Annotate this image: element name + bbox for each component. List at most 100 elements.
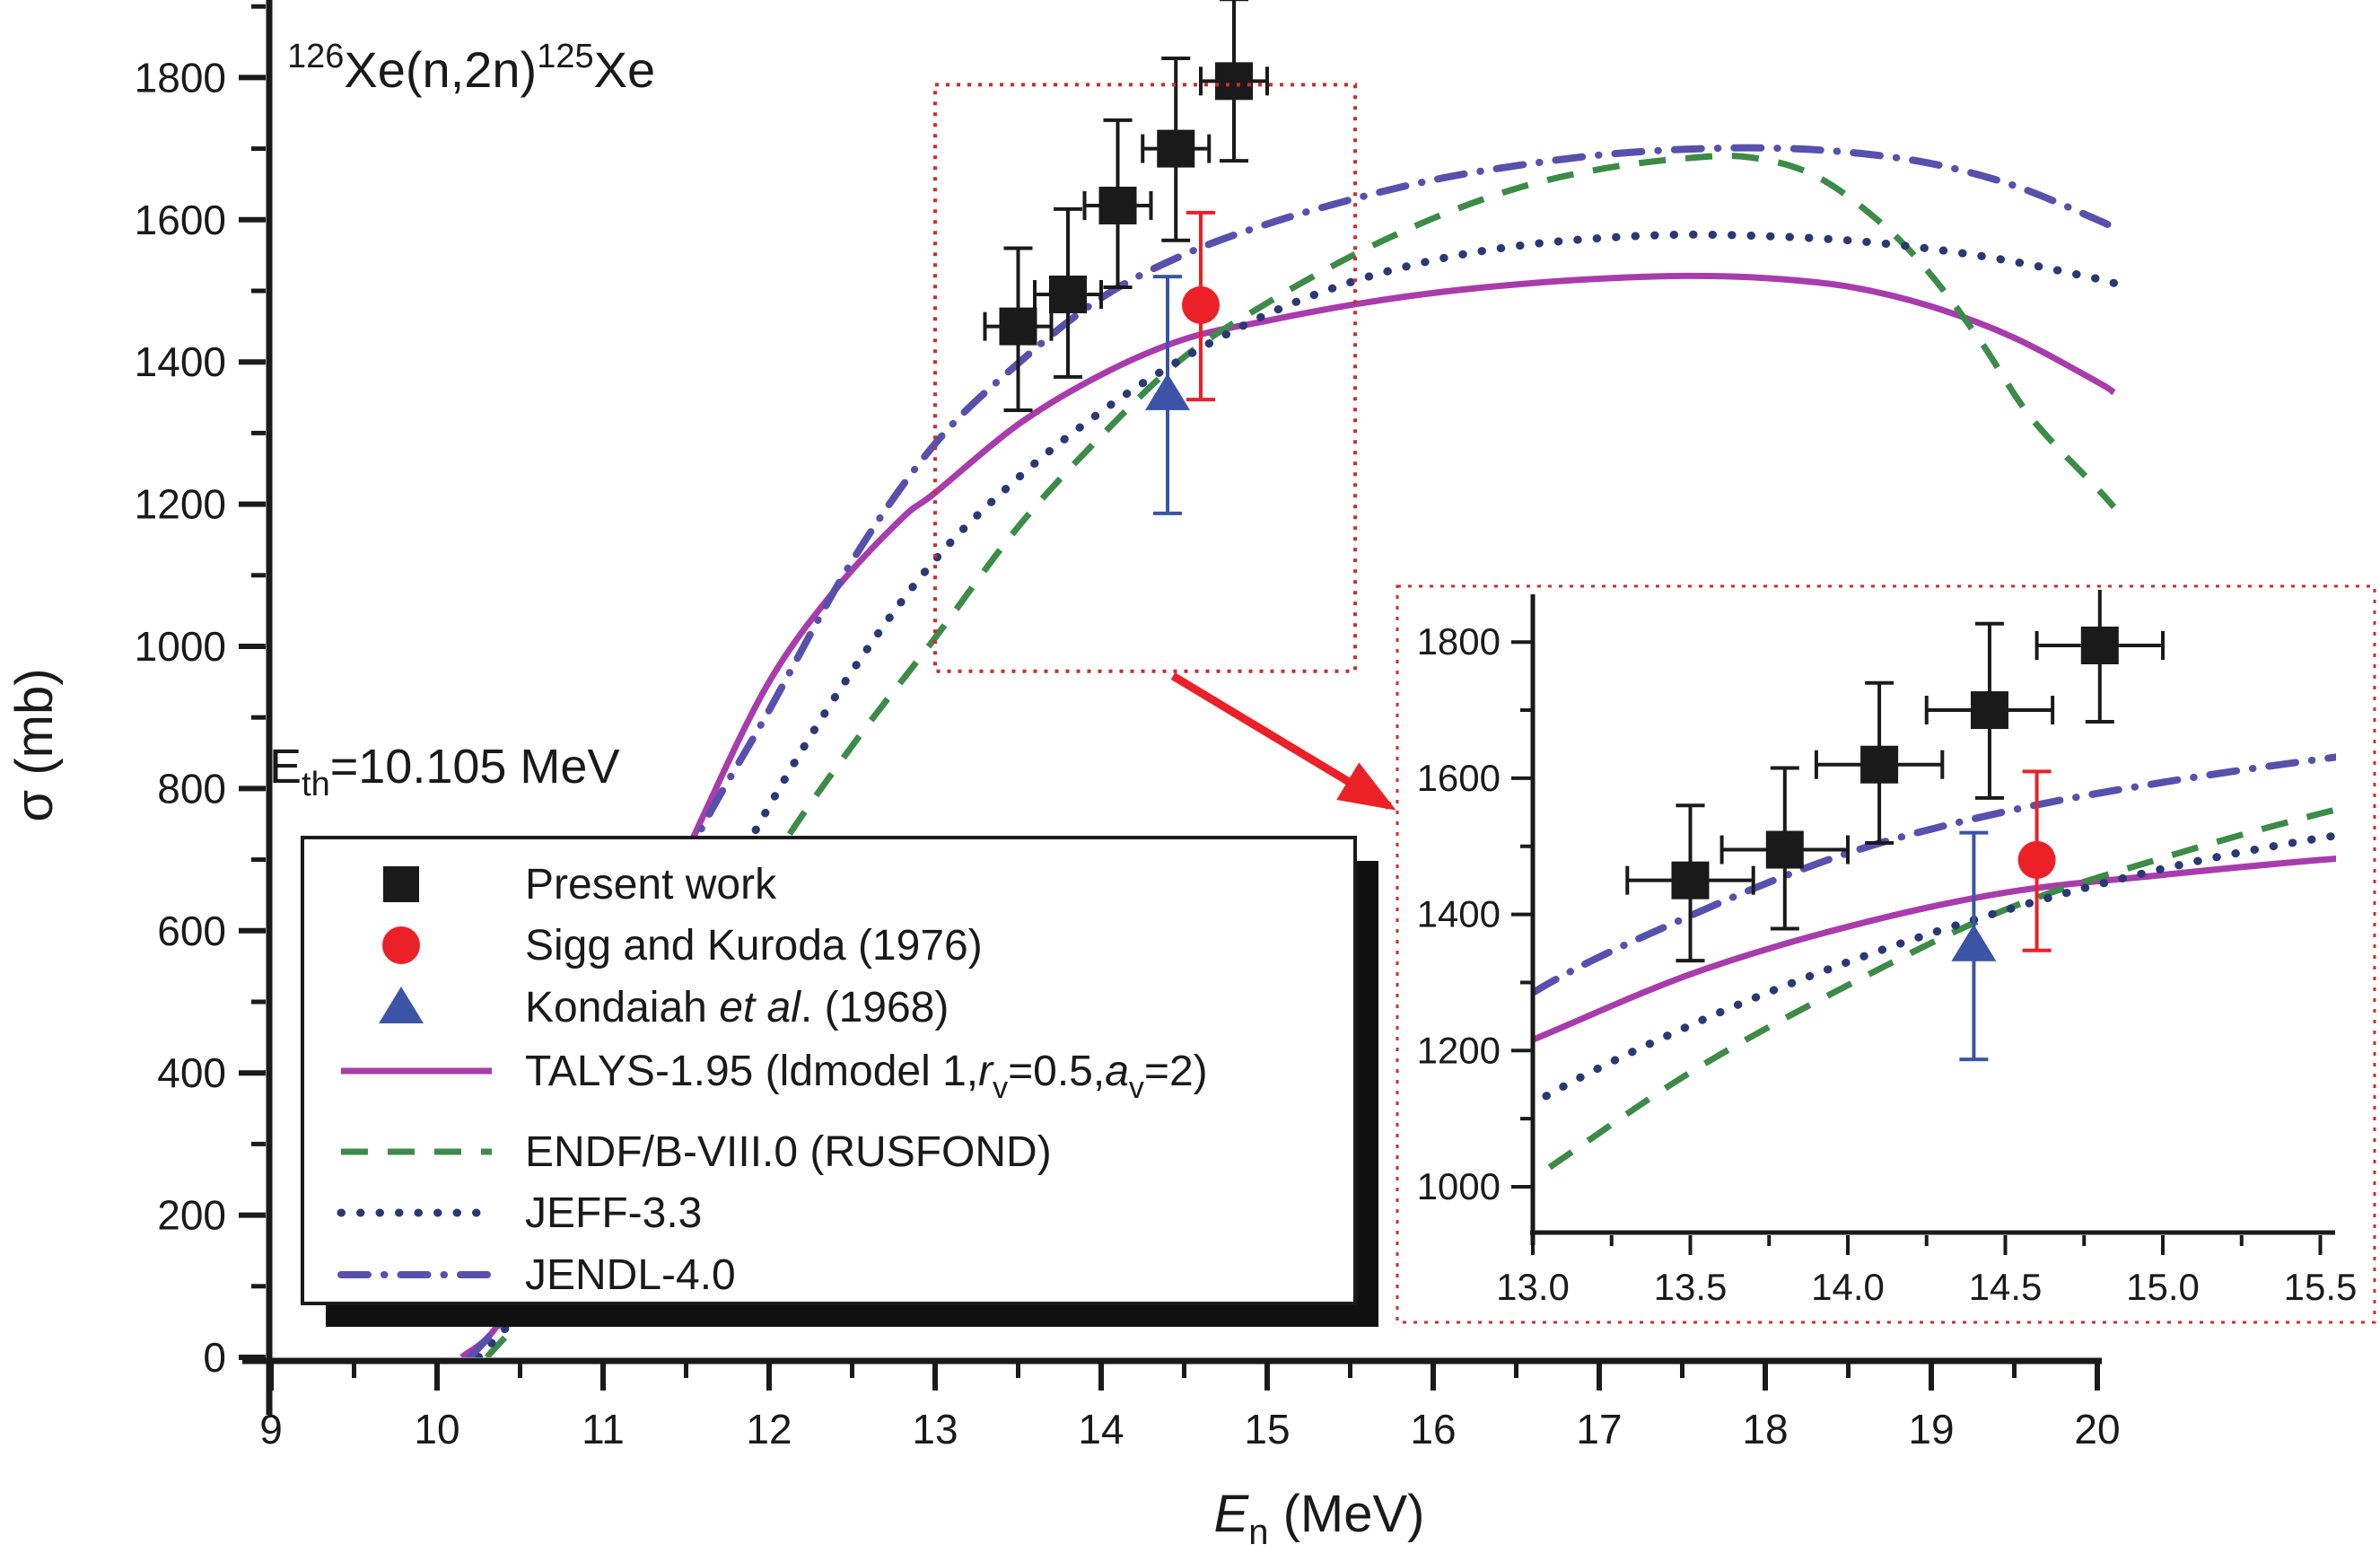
x-tick-label: 15 [1244,1406,1290,1452]
legend-label: Present work [525,861,777,908]
zoom-region-rectangle [933,83,1358,673]
zoom-annotation [933,83,1396,811]
curve-jeff-3.3 [1531,831,2336,1110]
inset-x-tick-label: 14.0 [1811,1266,1885,1308]
legend-label: TALYS-1.95 (ldmodel 1,rv=0.5,av=2) [525,1048,1208,1105]
legend-label-segment: Kondaiah [525,984,719,1031]
inset-x-tick-label: 13.0 [1496,1266,1570,1308]
inset-y-tick-labels: 1000 1200 1400 1600 1800 [1417,620,1501,1207]
data-point-square [1970,691,2008,730]
title-superscript-125: 125 [537,38,593,75]
legend-label-segment: v [993,1071,1008,1105]
legend-marker-circle [382,926,420,964]
x-tick-label: 12 [746,1406,792,1452]
main-scatter-layer [983,0,1269,515]
series-square [983,0,1269,413]
x-tick-label: 13 [912,1406,958,1452]
x-axis-title-units: (MeV) [1268,1485,1424,1543]
data-point-square [1098,186,1137,224]
x-tick-label: 20 [2074,1406,2120,1452]
inset-y-tick-label: 1000 [1417,1165,1501,1207]
inset-y-tick-label: 1400 [1417,893,1501,935]
threshold-value: =10.105 MeV [330,740,620,794]
legend-label-segment: =0.5, [1008,1048,1105,1095]
x-axis-title-E: E [1214,1485,1250,1543]
curve-talys-1.95 [1531,855,2336,1044]
data-point-square [1215,62,1253,101]
legend-label-segment: TALYS-1.95 (ldmodel 1, [525,1048,978,1095]
threshold-E: E [269,740,302,794]
title-product: Xe [594,41,656,98]
legend-label-segment: Sigg and Kuroda (1976) [525,922,983,970]
threshold-annotation: Eth=10.105 MeV [269,740,619,803]
y-tick-label: 800 [157,765,226,812]
legend-label-segment: Present work [525,861,777,908]
legend-label: JENDL-4.0 [525,1251,736,1299]
legend-label-segment: et al [719,984,801,1031]
curve-endf/b-viii.0 [1531,806,2336,1184]
legend-item: Kondaiah et al. (1968) [379,984,949,1031]
y-tick-label: 1400 [135,338,226,385]
y-tick-label: 1000 [135,623,226,670]
x-axis-title-sub: n [1248,1513,1268,1552]
legend-label: Kondaiah et al. (1968) [525,984,949,1031]
inset-x-tick-label: 13.5 [1654,1266,1728,1308]
series-circle [1182,210,1220,402]
inset-x-tick-label: 14.5 [1969,1266,2043,1308]
data-point-square [1860,745,1899,784]
y-tick-label: 0 [203,1334,226,1381]
legend-label-segment: v [1129,1071,1144,1105]
legend-label-segment: JENDL-4.0 [525,1251,736,1299]
y-tick-label: 1600 [135,197,226,243]
inset-y-tick-label: 1800 [1417,620,1501,663]
title-reaction: Xe(n,2n) [344,41,537,98]
x-tick-label: 14 [1078,1406,1124,1452]
data-point-square [1671,861,1710,899]
zoom-arrow [1170,672,1396,811]
x-tick-label: 10 [414,1406,459,1452]
legend-marker-triangle [379,987,424,1023]
legend-label-segment: =2) [1144,1048,1208,1095]
legend-label-segment: . (1968) [801,984,949,1031]
inset-y-tick-label: 1600 [1417,757,1501,799]
curve-jendl-4.0 [1531,753,2336,998]
legend-label-segment: r [978,1048,994,1095]
legend-rows: Present work Sigg and Kuroda (1976) Kondai… [337,861,1208,1299]
legend-item: Present work [383,861,777,908]
inset-curve-layer [1531,753,2336,1184]
data-point-square [1049,275,1087,313]
data-point-square [999,307,1037,346]
legend-item: JEFF-3.3 [337,1189,702,1237]
data-point-square [2080,626,2119,664]
y-tick-label: 1200 [135,481,226,528]
data-point-circle [2017,840,2056,879]
x-tick-label: 9 [259,1406,283,1452]
y-tick-label: 600 [157,908,226,954]
x-axis-title: En (MeV) [1214,1485,1425,1552]
inset-x-tick-labels: 13.0 13.5 14.0 14.5 15.0 15.5 [1496,1266,2357,1308]
x-tick-label: 17 [1576,1406,1622,1452]
legend-label: ENDF/B-VIII.0 (RUSFOND) [525,1128,1052,1176]
main-axes [242,0,2102,1415]
y-axis-tick-labels: 0 200 400 600 800 1000 1200 1400 1600 1800 [135,54,226,1381]
curve-jeff-3.3 [474,230,2118,1357]
series-triangle [1145,275,1190,515]
legend: Present work Sigg and Kuroda (1976) Kondai… [301,836,1378,1327]
legend-marker-square [383,866,419,902]
x-tick-label: 18 [1742,1406,1788,1452]
data-point-square [1765,830,1804,869]
legend-item: TALYS-1.95 (ldmodel 1,rv=0.5,av=2) [341,1048,1208,1105]
legend-item: Sigg and Kuroda (1976) [382,922,983,970]
legend-label-segment: a [1105,1048,1129,1095]
series-circle [2017,769,2056,952]
data-point-triangle [1145,373,1190,410]
data-point-circle [1182,285,1220,324]
inset-axis-ticks [1511,640,2323,1255]
inset-y-tick-label: 1200 [1417,1029,1501,1071]
legend-label: JEFF-3.3 [525,1189,702,1237]
legend-item: JENDL-4.0 [337,1251,736,1299]
y-tick-label: 400 [157,1049,226,1096]
inset-scatter-layer [1625,590,2165,1062]
threshold-sub: th [302,766,330,803]
